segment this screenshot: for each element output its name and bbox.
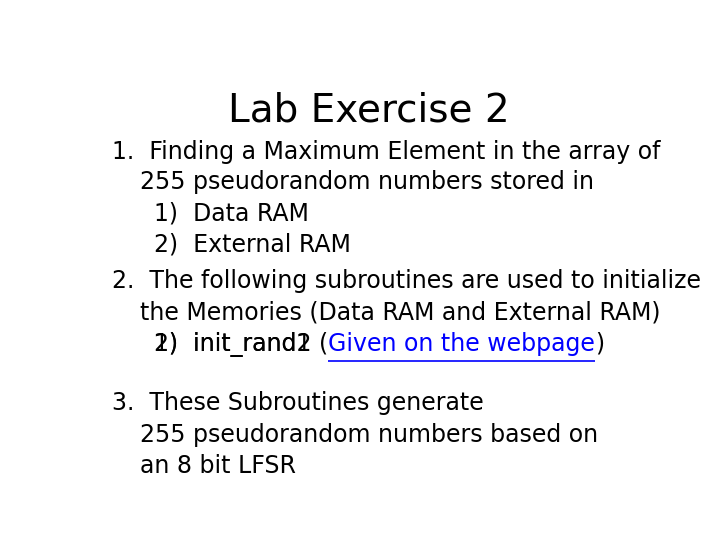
Text: 255 pseudorandom numbers based on: 255 pseudorandom numbers based on bbox=[140, 423, 598, 447]
Text: ): ) bbox=[595, 332, 604, 356]
Text: Lab Exercise 2: Lab Exercise 2 bbox=[228, 92, 510, 130]
Text: 2.  The following subroutines are used to initialize: 2. The following subroutines are used to… bbox=[112, 268, 701, 293]
Text: 1)  init_rand1: 1) init_rand1 bbox=[154, 332, 312, 357]
Text: 2)  External RAM: 2) External RAM bbox=[154, 233, 351, 257]
Text: 255 pseudorandom numbers stored in: 255 pseudorandom numbers stored in bbox=[140, 170, 594, 193]
Text: an 8 bit LFSR: an 8 bit LFSR bbox=[140, 454, 296, 478]
Text: 1)  Data RAM: 1) Data RAM bbox=[154, 201, 309, 225]
Text: 1.  Finding a Maximum Element in the array of: 1. Finding a Maximum Element in the arra… bbox=[112, 140, 661, 164]
Text: 2)  init_rand2 (: 2) init_rand2 ( bbox=[154, 332, 328, 357]
Text: Given on the webpage: Given on the webpage bbox=[328, 332, 595, 356]
Text: 3.  These Subroutines generate: 3. These Subroutines generate bbox=[112, 391, 484, 415]
Text: the Memories (Data RAM and External RAM): the Memories (Data RAM and External RAM) bbox=[140, 300, 661, 324]
